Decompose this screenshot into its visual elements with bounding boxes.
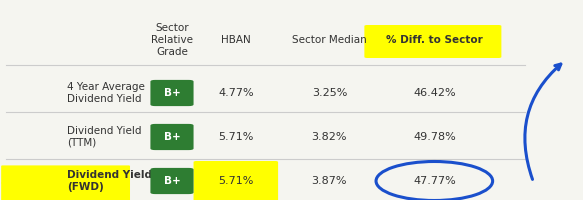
FancyBboxPatch shape xyxy=(150,80,194,106)
FancyBboxPatch shape xyxy=(194,161,278,200)
Text: 3.25%: 3.25% xyxy=(312,88,347,98)
Text: 47.77%: 47.77% xyxy=(413,176,456,186)
Text: HBAN: HBAN xyxy=(221,35,251,45)
Text: % Diff. to Sector: % Diff. to Sector xyxy=(386,35,483,45)
FancyBboxPatch shape xyxy=(150,124,194,150)
Text: B+: B+ xyxy=(164,176,180,186)
Text: B+: B+ xyxy=(164,88,180,98)
FancyBboxPatch shape xyxy=(1,165,130,184)
FancyBboxPatch shape xyxy=(150,168,194,194)
Text: 49.78%: 49.78% xyxy=(413,132,456,142)
FancyBboxPatch shape xyxy=(364,25,501,58)
Text: 46.42%: 46.42% xyxy=(413,88,456,98)
Text: Sector Median: Sector Median xyxy=(292,35,367,45)
Text: 4 Year Average
Dividend Yield: 4 Year Average Dividend Yield xyxy=(67,82,145,104)
Text: Dividend Yield
(TTM): Dividend Yield (TTM) xyxy=(67,126,142,148)
Text: Dividend Yield
(FWD): Dividend Yield (FWD) xyxy=(67,170,152,192)
Text: Sector
Relative
Grade: Sector Relative Grade xyxy=(151,23,193,57)
Text: 3.82%: 3.82% xyxy=(312,132,347,142)
Text: B+: B+ xyxy=(164,132,180,142)
Text: 5.71%: 5.71% xyxy=(219,132,254,142)
Text: 3.87%: 3.87% xyxy=(312,176,347,186)
Text: 5.71%: 5.71% xyxy=(219,176,254,186)
FancyBboxPatch shape xyxy=(1,182,130,200)
Text: 4.77%: 4.77% xyxy=(218,88,254,98)
